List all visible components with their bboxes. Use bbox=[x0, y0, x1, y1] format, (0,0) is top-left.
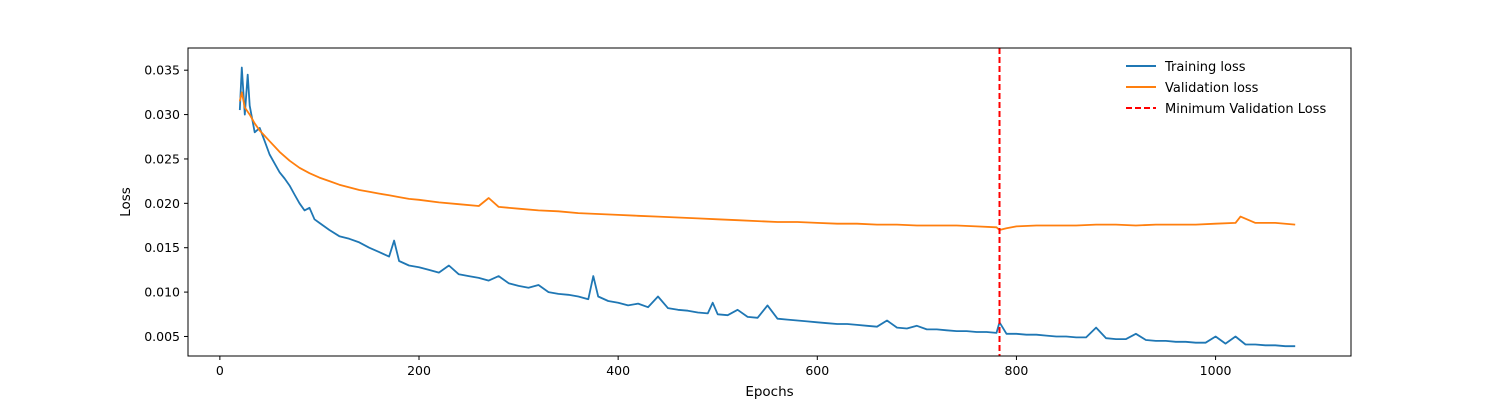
series-line-training-loss bbox=[238, 66, 1296, 348]
x-axis-ticks: 0 200 400 600 800 1000 bbox=[216, 356, 1232, 378]
y-tick-label: 0.035 bbox=[144, 63, 180, 78]
x-axis-label: Epochs bbox=[745, 384, 793, 400]
y-tick-label: 0.005 bbox=[144, 329, 180, 344]
x-tick-label: 200 bbox=[407, 363, 431, 378]
legend: Training loss Validation loss Minimum Va… bbox=[1126, 60, 1326, 117]
y-axis-label: Loss bbox=[118, 187, 134, 217]
series-line-validation-loss bbox=[238, 91, 1296, 231]
y-tick-label: 0.010 bbox=[144, 285, 180, 300]
y-tick-label: 0.020 bbox=[144, 196, 180, 211]
x-tick-label: 600 bbox=[805, 363, 829, 378]
y-tick-label: 0.025 bbox=[144, 151, 180, 166]
y-axis-ticks: 0.005 0.010 0.015 0.020 0.025 0.030 0.035 bbox=[144, 63, 188, 344]
legend-label-training-loss: Training loss bbox=[1164, 60, 1246, 75]
x-tick-label: 1000 bbox=[1200, 363, 1232, 378]
x-tick-label: 800 bbox=[1005, 363, 1029, 378]
y-tick-label: 0.015 bbox=[144, 240, 180, 255]
legend-label-minimum-validation-loss: Minimum Validation Loss bbox=[1165, 102, 1326, 117]
y-tick-label: 0.030 bbox=[144, 107, 180, 122]
series-layer bbox=[238, 66, 1296, 348]
x-tick-label: 400 bbox=[606, 363, 630, 378]
plot-frame bbox=[187, 47, 1352, 357]
legend-label-validation-loss: Validation loss bbox=[1165, 81, 1259, 96]
x-tick-label: 0 bbox=[216, 363, 224, 378]
